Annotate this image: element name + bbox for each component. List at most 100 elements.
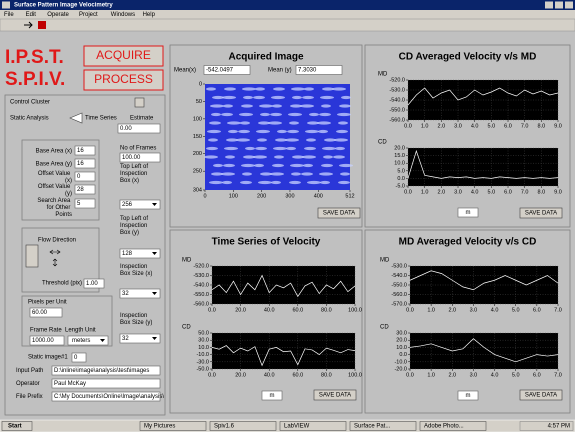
frames-value: 100.00 [122,155,141,161]
y-tick-label: -10.0 [196,352,209,358]
static-label: Static Analysis [10,116,49,122]
x-tick-label: 80.0 [321,372,332,378]
static-image-label: Static image#1 [28,355,68,361]
flow-switch[interactable] [26,245,38,267]
image-texture [268,121,282,124]
x-tick-label: 400 [314,193,323,199]
image-texture [224,147,238,150]
menu-item[interactable]: Edit [26,12,37,18]
minimize-button[interactable] [545,2,553,9]
y-tick-label: -570.0 [391,301,407,307]
maximize-button[interactable] [555,2,563,9]
image-texture [245,147,255,150]
image-texture [341,96,351,99]
y-tick-label: 50 [196,99,202,105]
image-texture [223,164,235,167]
image-texture [270,113,282,116]
task-items: My PicturesSpiv1.6LabVIEWSurface Pat...A… [140,422,486,431]
image-texture [337,113,351,116]
y-tick-label: -520.0 [389,77,405,83]
image-texture [222,96,236,99]
threshold-label: Threshold (pix) [42,281,82,287]
path-label: Input Path [16,368,43,374]
image-texture [322,147,336,150]
x-tick-label: 3.0 [454,189,462,195]
task-label: LabVIEW [284,424,310,430]
x-tick-label: 5.0 [512,307,520,313]
y-tick-label: -530.0 [391,263,407,269]
image-texture [224,87,236,90]
unit-value: m [466,210,471,216]
x-tick-label: 5.0 [512,372,520,378]
image-texture [304,87,314,90]
param-value: 28 [77,187,84,193]
x-tick-label: 40.0 [264,372,275,378]
x-tick-label: 0.0 [208,372,216,378]
image-texture [206,87,216,90]
menu-item[interactable]: Operate [47,12,69,18]
image-texture [288,113,302,116]
y-tick-label: 10.0 [394,161,405,167]
image-texture [305,130,319,133]
logo: S.P.I.V. [5,69,65,90]
image-texture [340,172,350,175]
checkbox[interactable] [135,98,144,107]
clock: 4:57 PM [548,424,570,430]
image-texture [204,155,218,158]
save-label: SAVE DATA [525,211,557,217]
image-texture [206,147,218,150]
image-texture [213,164,223,167]
menu: File Edit Operate Project Windows Help [4,12,156,18]
image-texture [259,104,273,107]
image-texture [258,181,272,184]
path-value: D:\inline\image\analysis\test\images [54,368,149,374]
image-texture [272,104,282,107]
y-tick-label: 5.0 [397,168,405,174]
x-tick-label: 512 [345,193,354,199]
y-tick-label: -50.0 [196,366,209,372]
estimate-value: 0.00 [120,126,132,132]
y-tick-label: -530.0 [389,87,405,93]
stop-button[interactable] [38,21,46,29]
image-texture [227,121,241,124]
y-tick-label: 150 [193,134,202,140]
field-label: Base Area (x) [36,148,72,154]
plot-label: MD [378,72,388,78]
plot-label: MD [182,258,192,264]
plot-label: CD [380,325,389,331]
x-tick-label: 9.0 [554,123,562,129]
x-tick-label: 80.0 [321,307,332,313]
image-texture [338,121,348,124]
y-tick-label: -560.0 [389,117,405,123]
x-tick-label: 2.0 [448,372,456,378]
close-button[interactable] [565,2,573,9]
plot-label: CD [182,325,191,331]
x-tick-label: 7.0 [521,189,529,195]
x-tick-label: 6.0 [533,307,541,313]
image-texture [301,172,313,175]
image-texture [339,104,351,107]
x-tick-label: 1.0 [421,189,429,195]
image-texture [319,172,333,175]
menu-item[interactable]: Help [143,12,156,18]
select-value: 32 [122,336,129,342]
image-texture [243,96,253,99]
x-tick-label: 2.0 [448,307,456,313]
image-texture [221,113,233,116]
x-tick-label: 100.0 [348,307,362,313]
x-tick-label: 6.0 [504,189,512,195]
image-texture [271,96,285,99]
mean-x-value: -542.0497 [206,68,234,74]
image-texture [273,147,287,150]
image-texture [253,155,267,158]
menu-item[interactable]: Windows [111,12,135,18]
x-tick-label: 100 [229,193,238,199]
menu-item[interactable]: File [4,12,14,18]
mean-y-value: 7.3030 [298,68,317,74]
menu-item[interactable]: Project [79,12,98,18]
x-tick-label: 1.0 [421,123,429,129]
unit-value: m [466,393,471,399]
x-tick-label: 5.0 [488,189,496,195]
image-texture [306,138,316,141]
x-tick-label: 60.0 [292,372,303,378]
